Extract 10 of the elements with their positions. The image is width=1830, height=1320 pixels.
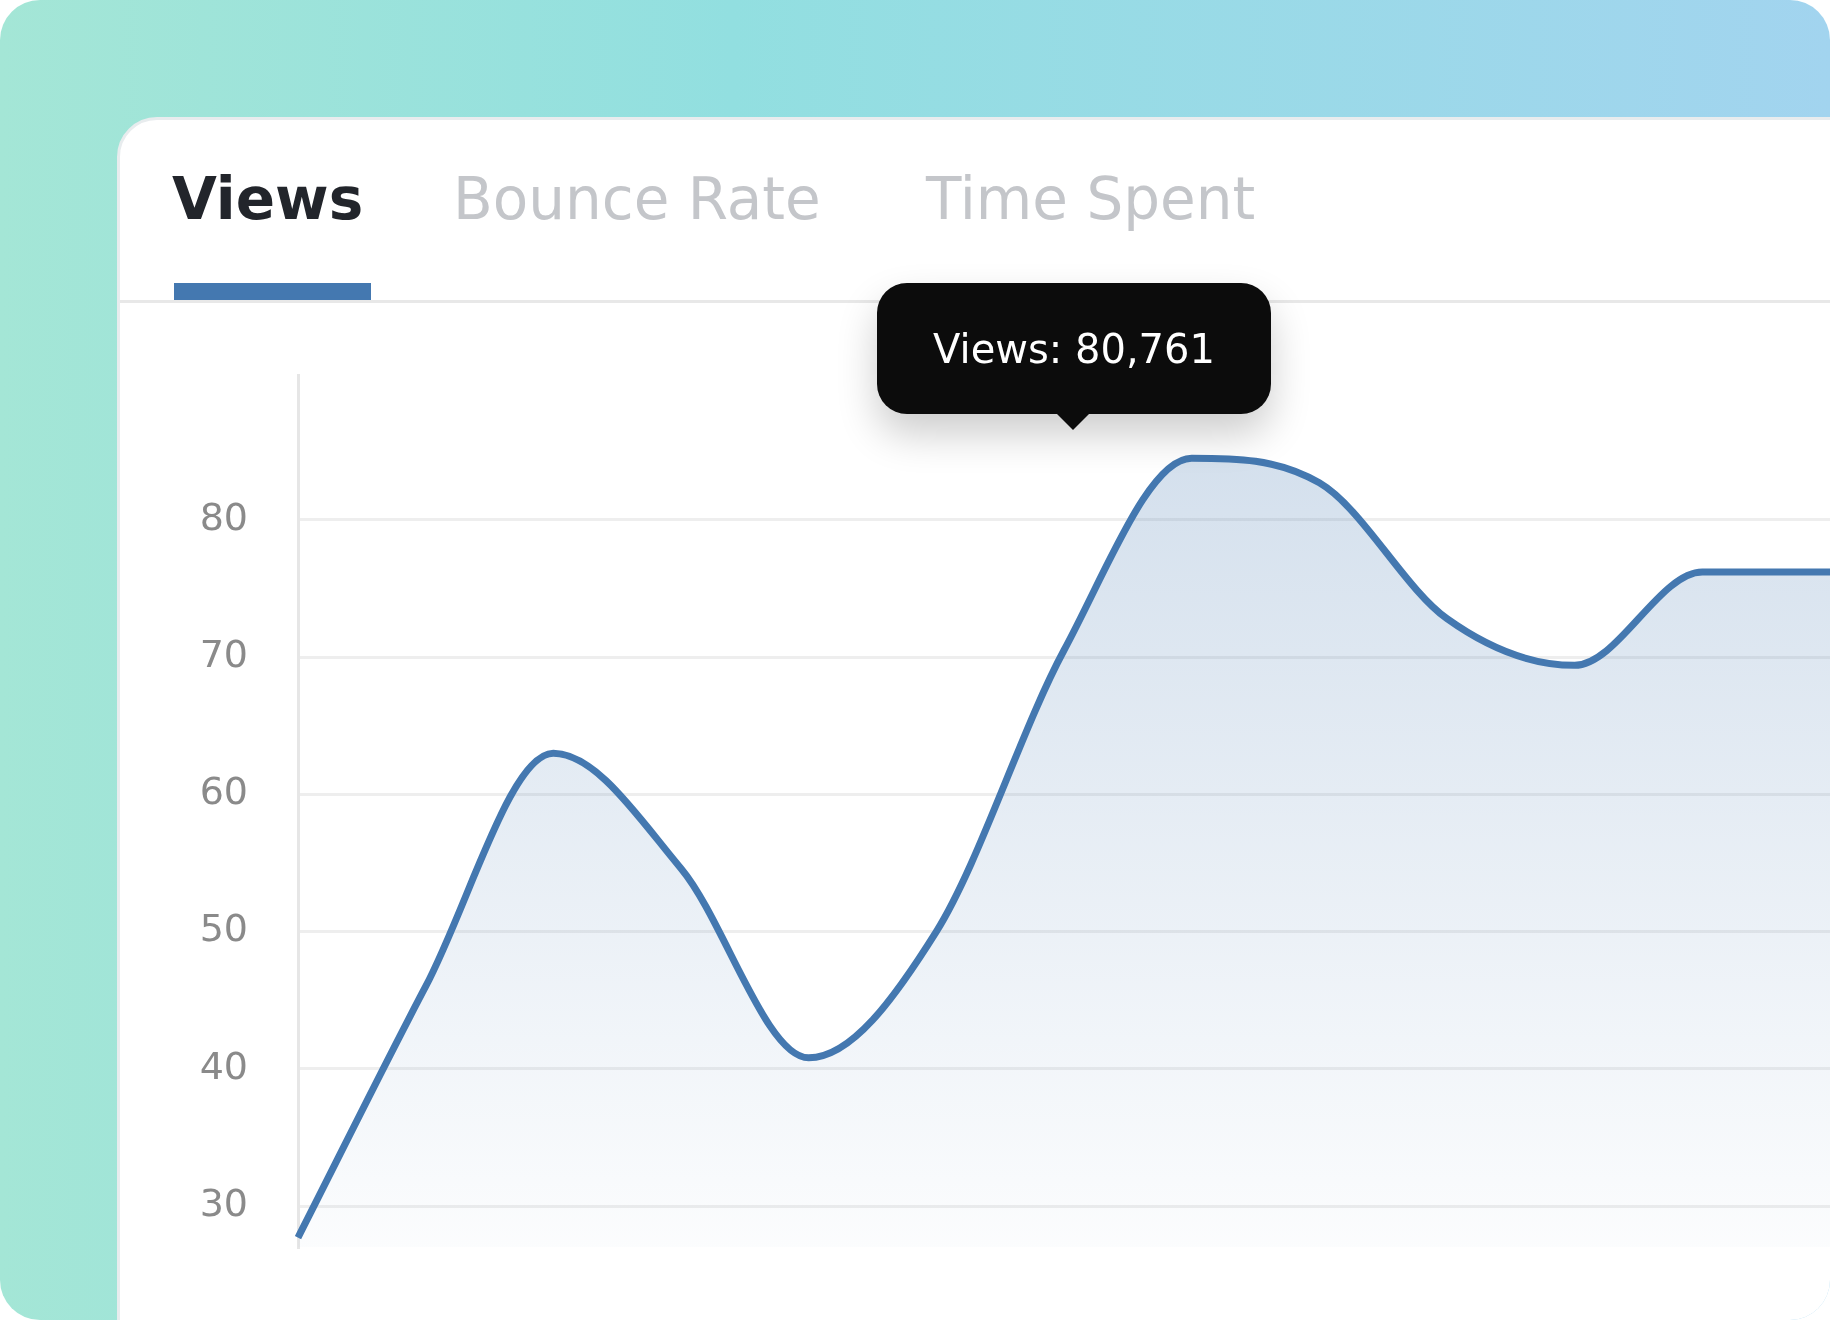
y-tick-label: 50 xyxy=(199,906,248,951)
y-tick-label: 40 xyxy=(199,1043,248,1088)
y-tick-label: 70 xyxy=(199,631,248,676)
text: Bounce Rate xyxy=(453,165,821,233)
y-tick-label: 60 xyxy=(199,769,248,814)
text: Views: 80,761 xyxy=(933,325,1215,372)
text: Time Spent xyxy=(926,165,1256,233)
y-tick-label: 80 xyxy=(199,494,248,539)
chart-title: Views xyxy=(172,165,364,233)
y-tick-label: 30 xyxy=(199,1180,248,1225)
